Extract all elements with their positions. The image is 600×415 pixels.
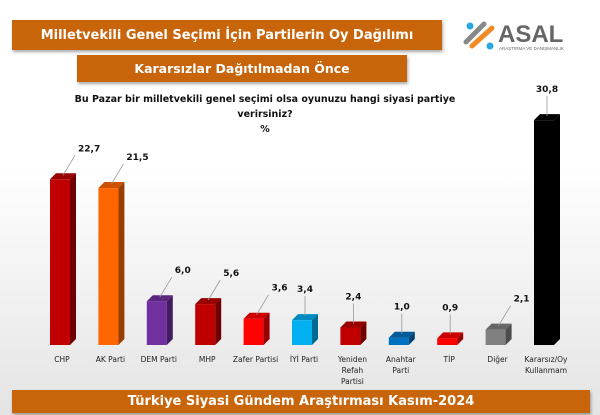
bar-top <box>98 182 125 189</box>
category-label: Diğer <box>487 355 508 364</box>
category-label: AK Parti <box>96 355 125 364</box>
question-text: Bu Pazar bir milletvekili genel seçimi o… <box>70 92 460 137</box>
leader-line <box>111 163 124 185</box>
bar-top <box>195 298 222 305</box>
chart-title: Milletvekili Genel Seçimi İçin Partileri… <box>40 27 414 43</box>
bar-top <box>292 314 318 321</box>
bar-top <box>146 295 173 302</box>
bar-top <box>437 332 464 339</box>
category-label: Anahtar <box>386 355 417 364</box>
bar-side <box>118 182 125 345</box>
asal-logo: ASAL ARAŞTIRMA VE DANIŞMANLIK <box>462 14 582 54</box>
bar-top <box>534 114 560 121</box>
footer-text: Türkiye Siyasi Gündem Araştırması Kasım-… <box>127 394 475 409</box>
bar-top <box>50 173 76 180</box>
leader-line <box>498 305 511 326</box>
bar <box>388 337 409 345</box>
bar <box>146 301 167 345</box>
category-label: CHP <box>54 355 70 364</box>
svg-text:ASAL: ASAL <box>498 21 563 48</box>
data-label: 6,0 <box>175 266 191 276</box>
category-label: Zafer Partisi <box>233 355 278 364</box>
bar <box>98 188 119 345</box>
bar-side <box>263 312 270 345</box>
bar <box>534 120 554 345</box>
data-label: 2,4 <box>345 292 361 302</box>
category-label: Yeniden <box>337 355 367 364</box>
category-label: İYİ Parti <box>290 355 318 364</box>
bar <box>243 318 264 345</box>
footer-banner: Türkiye Siyasi Gündem Araştırması Kasım-… <box>12 390 590 413</box>
category-label: Refah <box>342 366 364 375</box>
bar-side <box>554 114 560 345</box>
bar-top <box>340 321 367 328</box>
category-label: Partisi <box>341 377 364 386</box>
svg-text:ARAŞTIRMA VE DANIŞMANLIK: ARAŞTIRMA VE DANIŞMANLIK <box>499 46 564 51</box>
data-label: 5,6 <box>223 269 239 279</box>
bar-side <box>312 314 318 345</box>
bar <box>195 304 216 345</box>
data-label: 22,7 <box>78 144 100 154</box>
leader-line <box>256 294 269 315</box>
chart-title-banner: Milletvekili Genel Seçimi İçin Partileri… <box>12 20 442 50</box>
chart-question: Bu Pazar bir milletvekili genel seçimi o… <box>74 94 456 120</box>
bar-top <box>388 331 415 338</box>
bar-side <box>360 321 367 345</box>
bar-side <box>457 332 464 345</box>
category-label: Kararsız/Oy <box>525 355 569 364</box>
data-label: 3,6 <box>272 284 288 294</box>
unit-label: % <box>260 124 270 135</box>
bar-top <box>485 323 512 330</box>
bar-chart: 22,7 CHP 21,5 AK Parti 6,0 DEM Parti 5,6 MHP 3,6… <box>50 85 569 386</box>
bar <box>340 327 361 345</box>
leader-line <box>207 279 221 301</box>
data-label: 21,5 <box>126 153 148 163</box>
bar <box>485 329 506 345</box>
bar-top <box>243 312 270 319</box>
bar-side <box>166 295 173 345</box>
category-label: DEM Parti <box>141 355 177 364</box>
leader-line <box>62 155 76 176</box>
category-label: MHP <box>199 355 216 364</box>
bar-side <box>70 173 76 345</box>
bar-side <box>215 298 222 345</box>
category-label: TİP <box>443 355 456 364</box>
data-label: 2,1 <box>514 295 530 305</box>
category-label: Kullanmam <box>525 366 567 375</box>
logo-icon: ASAL ARAŞTIRMA VE DANIŞMANLIK <box>463 21 564 51</box>
bar <box>437 338 458 345</box>
bar <box>50 179 70 345</box>
bar <box>292 320 312 345</box>
category-label: Parti <box>392 366 409 375</box>
bar-side <box>505 323 512 345</box>
subtitle: Kararsızlar Dağıtılmadan Önce <box>134 61 350 76</box>
data-label: 0,9 <box>442 303 458 313</box>
subtitle-banner: Kararsızlar Dağıtılmadan Önce <box>77 55 407 82</box>
data-label: 1,0 <box>394 303 410 313</box>
data-label: 3,4 <box>297 285 313 295</box>
leader-line <box>159 276 173 298</box>
bar-side <box>408 331 415 345</box>
data-label: 30,8 <box>536 85 558 95</box>
